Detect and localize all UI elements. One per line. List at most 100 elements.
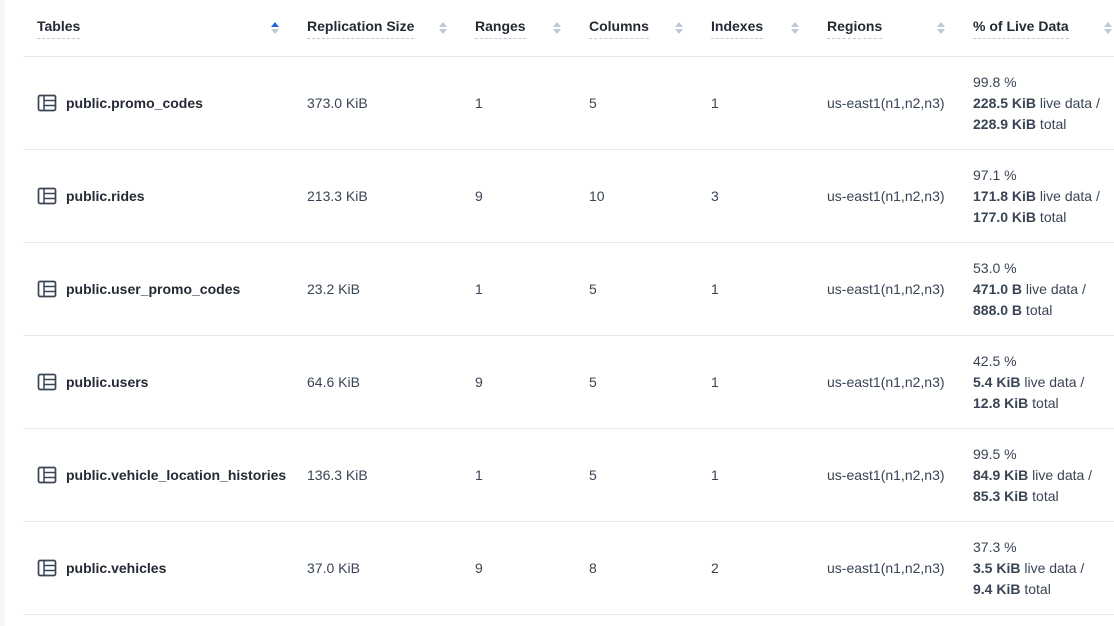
table-row[interactable]: public.vehicle_location_histories 136.3 … [23, 429, 1114, 522]
indexes-cell: 2 [711, 560, 719, 576]
column-header-regions[interactable]: Regions [827, 18, 973, 39]
column-header-label: Regions [827, 18, 883, 39]
live-data-line: 228.5 KiB live data / [973, 94, 1100, 111]
table-header-row: Tables Replication Size Ranges Columns I… [23, 0, 1114, 57]
database-tables-table: Tables Replication Size Ranges Columns I… [5, 0, 1114, 615]
regions-cell: us-east1(n1,n2,n3) [827, 560, 945, 576]
column-header-label: Columns [589, 18, 649, 39]
live-data-line: 5.4 KiB live data / [973, 373, 1085, 390]
replication-size-cell: 373.0 KiB [307, 95, 368, 111]
table-name-link[interactable]: public.vehicles [66, 560, 167, 576]
sort-carets-icon[interactable] [1104, 22, 1112, 34]
total-data-line: 85.3 KiB total [973, 487, 1059, 504]
columns-cell: 5 [589, 467, 597, 483]
total-data-line: 12.8 KiB total [973, 394, 1059, 411]
live-data-line: 171.8 KiB live data / [973, 187, 1100, 204]
total-data-line: 888.0 B total [973, 301, 1053, 318]
replication-size-cell: 213.3 KiB [307, 188, 368, 204]
columns-cell: 8 [589, 560, 597, 576]
replication-size-cell: 64.6 KiB [307, 374, 360, 390]
live-data-cell: 42.5 % 5.4 KiB live data / 12.8 KiB tota… [973, 351, 1114, 414]
total-data-line: 228.9 KiB total [973, 115, 1067, 132]
column-header-columns[interactable]: Columns [589, 18, 711, 39]
column-header-indexes[interactable]: Indexes [711, 18, 827, 39]
table-icon [37, 558, 57, 578]
total-data-line: 9.4 KiB total [973, 580, 1051, 597]
indexes-cell: 3 [711, 188, 719, 204]
columns-cell: 5 [589, 95, 597, 111]
live-data-line: 3.5 KiB live data / [973, 559, 1085, 576]
sort-carets-icon[interactable] [791, 22, 799, 34]
live-percent: 53.0 % [973, 259, 1017, 276]
sort-carets-icon[interactable] [937, 22, 945, 34]
sort-carets-icon[interactable] [439, 22, 447, 34]
indexes-cell: 1 [711, 374, 719, 390]
regions-cell: us-east1(n1,n2,n3) [827, 374, 945, 390]
regions-cell: us-east1(n1,n2,n3) [827, 281, 945, 297]
live-data-cell: 99.5 % 84.9 KiB live data / 85.3 KiB tot… [973, 444, 1114, 507]
replication-size-cell: 136.3 KiB [307, 467, 368, 483]
table-name-cell[interactable]: public.rides [37, 186, 307, 206]
table-name-cell[interactable]: public.vehicles [37, 558, 307, 578]
ranges-cell: 1 [475, 281, 483, 297]
live-data-cell: 53.0 % 471.0 B live data / 888.0 B total [973, 258, 1114, 321]
ranges-cell: 9 [475, 560, 483, 576]
sort-carets-icon[interactable] [553, 22, 561, 34]
columns-cell: 5 [589, 374, 597, 390]
live-percent: 99.5 % [973, 445, 1017, 462]
column-header-replication-size[interactable]: Replication Size [307, 18, 475, 39]
table-name-cell[interactable]: public.promo_codes [37, 93, 307, 113]
sort-carets-icon[interactable] [675, 22, 683, 34]
table-icon [37, 465, 57, 485]
table-name-link[interactable]: public.user_promo_codes [66, 281, 241, 297]
live-percent: 42.5 % [973, 352, 1017, 369]
column-header-ranges[interactable]: Ranges [475, 18, 589, 39]
regions-cell: us-east1(n1,n2,n3) [827, 188, 945, 204]
table-row[interactable]: public.user_promo_codes 23.2 KiB 1 5 1 u… [23, 243, 1114, 336]
columns-cell: 10 [589, 188, 605, 204]
table-icon [37, 93, 57, 113]
table-name-link[interactable]: public.promo_codes [66, 95, 203, 111]
table-name-link[interactable]: public.users [66, 374, 149, 390]
table-row[interactable]: public.rides 213.3 KiB 9 10 3 us-east1(n… [23, 150, 1114, 243]
replication-size-cell: 37.0 KiB [307, 560, 360, 576]
live-percent: 37.3 % [973, 538, 1017, 555]
ranges-cell: 9 [475, 374, 483, 390]
column-header-tables[interactable]: Tables [37, 18, 307, 39]
table-name-cell[interactable]: public.users [37, 372, 307, 392]
ranges-cell: 9 [475, 188, 483, 204]
table-row[interactable]: public.vehicles 37.0 KiB 9 8 2 us-east1(… [23, 522, 1114, 615]
table-icon [37, 279, 57, 299]
table-name-link[interactable]: public.rides [66, 188, 145, 204]
total-data-line: 177.0 KiB total [973, 208, 1067, 225]
ranges-cell: 1 [475, 467, 483, 483]
sort-carets-icon[interactable] [271, 22, 279, 34]
regions-cell: us-east1(n1,n2,n3) [827, 95, 945, 111]
table-icon [37, 186, 57, 206]
replication-size-cell: 23.2 KiB [307, 281, 360, 297]
indexes-cell: 1 [711, 95, 719, 111]
column-header-label: Replication Size [307, 18, 415, 39]
ranges-cell: 1 [475, 95, 483, 111]
table-row[interactable]: public.promo_codes 373.0 KiB 1 5 1 us-ea… [23, 57, 1114, 150]
live-data-line: 84.9 KiB live data / [973, 466, 1093, 483]
table-name-link[interactable]: public.vehicle_location_histories [66, 467, 287, 483]
live-data-cell: 99.8 % 228.5 KiB live data / 228.9 KiB t… [973, 72, 1114, 135]
page-edge-strip [0, 0, 5, 626]
table-row[interactable]: public.users 64.6 KiB 9 5 1 us-east1(n1,… [23, 336, 1114, 429]
live-data-line: 471.0 B live data / [973, 280, 1086, 297]
live-data-cell: 37.3 % 3.5 KiB live data / 9.4 KiB total [973, 537, 1114, 600]
column-header-label: % of Live Data [973, 18, 1069, 39]
regions-cell: us-east1(n1,n2,n3) [827, 467, 945, 483]
table-name-cell[interactable]: public.user_promo_codes [37, 279, 307, 299]
columns-cell: 5 [589, 281, 597, 297]
live-data-cell: 97.1 % 171.8 KiB live data / 177.0 KiB t… [973, 165, 1114, 228]
live-percent: 97.1 % [973, 166, 1017, 183]
column-header-live-data[interactable]: % of Live Data [973, 18, 1114, 39]
indexes-cell: 1 [711, 281, 719, 297]
table-name-cell[interactable]: public.vehicle_location_histories [37, 465, 307, 485]
live-percent: 99.8 % [973, 73, 1017, 90]
column-header-label: Ranges [475, 18, 526, 39]
column-header-label: Indexes [711, 18, 764, 39]
table-icon [37, 372, 57, 392]
